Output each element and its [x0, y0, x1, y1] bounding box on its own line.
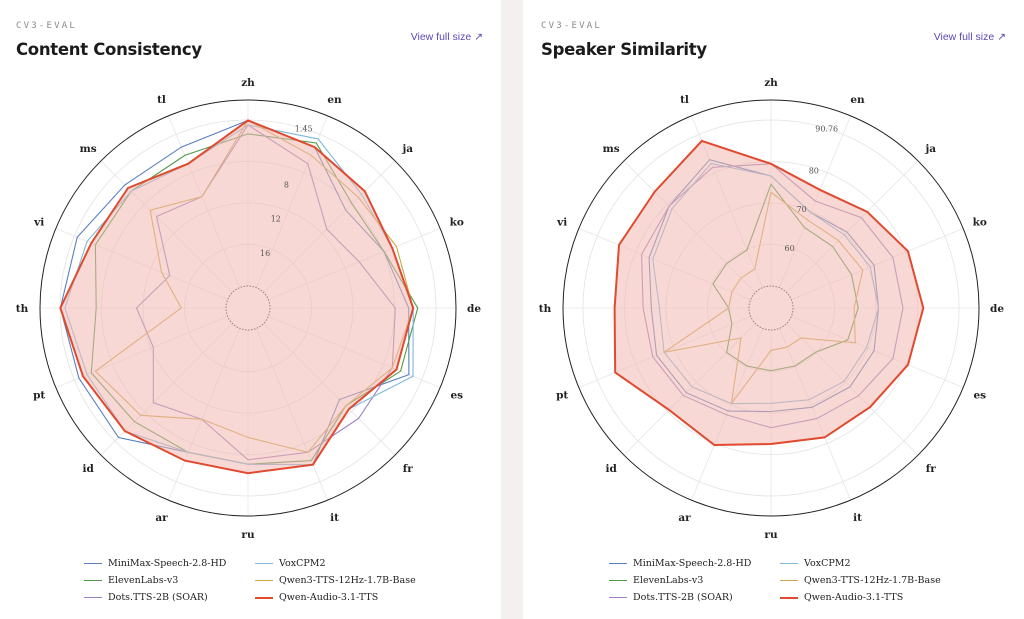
speaker-similarity-radar-chart: 60 70 80 90.76 zh en ja ko de es fr it ru ar id pt th vi m…: [539, 77, 1005, 541]
legend-item: Dots.TTS-2B (SOAR): [609, 590, 780, 605]
legend-label: VoxCPM2: [279, 558, 326, 569]
axis-label-th: th: [16, 303, 29, 315]
chart-title: Speaker Similarity: [541, 40, 707, 59]
legend-label: Dots.TTS-2B (SOAR): [633, 592, 733, 603]
legend-swatch: [609, 580, 627, 581]
legend-swatch: [84, 597, 102, 598]
legend-item: VoxCPM2: [780, 556, 970, 571]
legend-item: ElevenLabs-v3: [609, 573, 780, 588]
axis-label-id: id: [83, 463, 95, 475]
legend-swatch: [780, 596, 798, 599]
speaker-similarity-panel: CV3-EVAL Speaker Similarity View full si…: [523, 0, 1024, 619]
tick-label: 90.76: [815, 125, 838, 134]
axis-label-ko: ko: [450, 217, 464, 229]
legend-item: Qwen3-TTS-12Hz-1.7B-Base: [780, 573, 970, 588]
legend-item: Qwen-Audio-3.1-TTS: [255, 590, 445, 605]
legend-label: ElevenLabs-v3: [633, 575, 704, 586]
axis-label-ms: ms: [603, 143, 620, 155]
outer-ring: [562, 99, 980, 517]
axis-label-zh: zh: [764, 77, 778, 89]
legend-label: Qwen-Audio-3.1-TTS: [804, 592, 904, 603]
tick-label: 80: [809, 166, 819, 175]
axis-label-de: de: [467, 303, 481, 315]
axis-label-ar: ar: [678, 512, 691, 524]
axis-label-ru: ru: [241, 529, 255, 541]
axis-label-es: es: [974, 390, 987, 402]
view-full-size-label: View full size: [933, 31, 995, 43]
chart-legend: MiniMax-Speech-2.8-HD VoxCPM2 ElevenLabs-v…: [609, 556, 970, 605]
axis-label-it: it: [330, 512, 339, 524]
legend-item: MiniMax-Speech-2.8-HD: [609, 556, 780, 571]
axis-label-fr: fr: [403, 463, 414, 475]
axis-label-id: id: [606, 463, 618, 475]
axis-label-pt: pt: [33, 390, 45, 402]
tick-label: 8: [284, 180, 289, 189]
axis-label-zh: zh: [241, 77, 255, 89]
legend-label: ElevenLabs-v3: [108, 575, 179, 586]
outer-ring: [39, 99, 457, 517]
view-full-size-link[interactable]: View full size ↗: [411, 31, 483, 43]
legend-swatch: [255, 580, 273, 581]
content-consistency-radar-chart: 1.45 8 12 16 zh en ja ko de es fr it ru ar id pt th vi ms t…: [16, 77, 482, 541]
axis-label-ko: ko: [973, 217, 987, 229]
content-consistency-panel: CV3-EVAL Content Consistency View full s…: [0, 0, 501, 619]
tick-label: 70: [797, 205, 807, 214]
axis-label-vi: vi: [556, 217, 567, 229]
axis-label-ru: ru: [764, 529, 778, 541]
tick-label: 1.45: [295, 125, 313, 134]
legend-label: VoxCPM2: [804, 558, 851, 569]
legend-swatch: [609, 597, 627, 598]
legend-label: MiniMax-Speech-2.8-HD: [108, 558, 227, 569]
axis-label-en: en: [850, 94, 865, 106]
arrow-up-right-icon: ↗: [474, 31, 483, 43]
view-full-size-label: View full size: [410, 31, 472, 43]
legend-label: Dots.TTS-2B (SOAR): [108, 592, 208, 603]
eyebrow-label: CV3-EVAL: [541, 21, 602, 31]
legend-swatch: [780, 563, 798, 564]
tick-label: 12: [271, 215, 281, 224]
axis-label-ms: ms: [80, 143, 97, 155]
eyebrow-label: CV3-EVAL: [16, 21, 77, 31]
legend-item: ElevenLabs-v3: [84, 573, 255, 588]
legend-label: Qwen-Audio-3.1-TTS: [279, 592, 379, 603]
legend-label: Qwen3-TTS-12Hz-1.7B-Base: [279, 575, 416, 586]
axis-label-ja: ja: [401, 143, 413, 155]
legend-label: MiniMax-Speech-2.8-HD: [633, 558, 752, 569]
legend-item: Qwen-Audio-3.1-TTS: [780, 590, 970, 605]
legend-swatch: [84, 563, 102, 564]
axis-label-fr: fr: [926, 463, 937, 475]
axis-label-pt: pt: [556, 390, 568, 402]
axis-label-es: es: [451, 390, 464, 402]
legend-item: Qwen3-TTS-12Hz-1.7B-Base: [255, 573, 445, 588]
axis-label-tl: tl: [680, 94, 689, 106]
legend-swatch: [780, 580, 798, 581]
view-full-size-link[interactable]: View full size ↗: [934, 31, 1006, 43]
tick-label: 60: [785, 244, 795, 253]
legend-swatch: [84, 580, 102, 581]
arrow-up-right-icon: ↗: [997, 31, 1006, 43]
series-polygon-qwen-audio-3-1-tts: [613, 139, 925, 447]
axis-label-en: en: [327, 94, 342, 106]
legend-item: MiniMax-Speech-2.8-HD: [84, 556, 255, 571]
legend-swatch: [255, 596, 273, 599]
axis-label-tl: tl: [157, 94, 166, 106]
chart-title: Content Consistency: [16, 40, 202, 59]
axis-label-vi: vi: [33, 217, 44, 229]
legend-label: Qwen3-TTS-12Hz-1.7B-Base: [804, 575, 941, 586]
legend-swatch: [609, 563, 627, 564]
axis-label-de: de: [990, 303, 1004, 315]
legend-swatch: [255, 563, 273, 564]
axis-label-it: it: [853, 512, 862, 524]
legend-item: Dots.TTS-2B (SOAR): [84, 590, 255, 605]
chart-legend: MiniMax-Speech-2.8-HD VoxCPM2 ElevenLabs-v…: [84, 556, 445, 605]
axis-label-th: th: [539, 303, 552, 315]
axis-label-ar: ar: [155, 512, 168, 524]
axis-label-ja: ja: [924, 143, 936, 155]
tick-label: 16: [260, 249, 270, 258]
series-polygon-qwen-audio-3-1-tts: [59, 119, 415, 475]
legend-item: VoxCPM2: [255, 556, 445, 571]
